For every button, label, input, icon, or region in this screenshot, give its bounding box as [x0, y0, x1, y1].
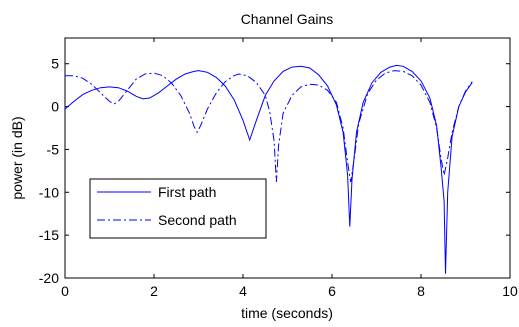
legend-box: [89, 178, 267, 239]
y-tick-label: 0: [51, 99, 59, 115]
chart-title: Channel Gains: [241, 11, 334, 27]
plot-frame: [64, 37, 511, 279]
x-tick-label: 10: [502, 283, 518, 299]
x-tick-label: 4: [239, 283, 247, 299]
legend-label-second-path: Second path: [158, 212, 237, 228]
x-tick-label: 2: [150, 283, 158, 299]
series-line-first-path: [64, 64, 473, 274]
y-tick-label: 5: [51, 56, 59, 72]
x-tick-label: 8: [417, 283, 425, 299]
y-tick-label: -10: [39, 184, 59, 200]
y-tick-label: -5: [47, 141, 60, 157]
axis-ticks: 0 2 4 6 8 10 5 0 -5 -10 -15 -20: [39, 38, 518, 299]
y-axis-label: power (in dB): [9, 116, 25, 199]
series-layer: [64, 64, 473, 274]
y-tick-label: -15: [39, 227, 59, 243]
legend: First path Second path: [89, 178, 267, 239]
x-tick-label: 0: [61, 283, 69, 299]
legend-label-first-path: First path: [158, 184, 216, 200]
y-tick-label: -20: [39, 270, 59, 286]
x-tick-label: 6: [328, 283, 336, 299]
x-axis-label: time (seconds): [241, 305, 333, 321]
series-line-second-path: [65, 70, 473, 183]
